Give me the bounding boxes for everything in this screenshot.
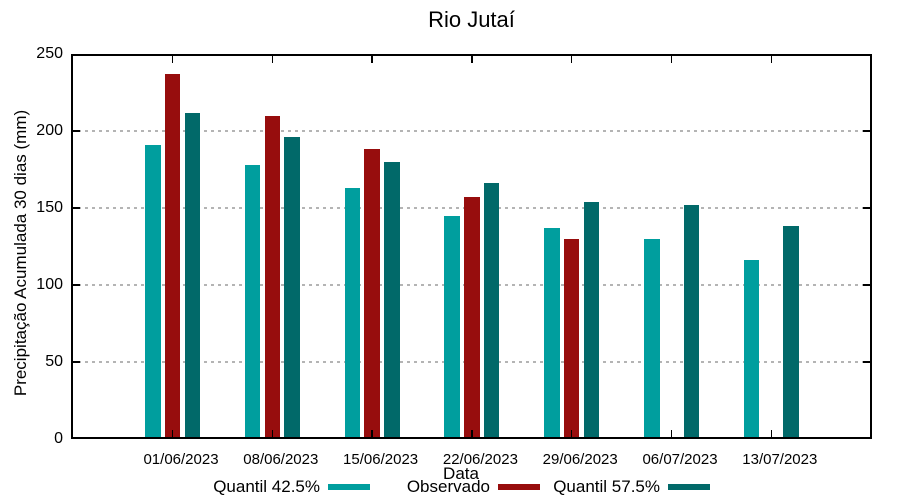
legend-label: Quantil 42.5% xyxy=(213,477,320,496)
y-tick-mark xyxy=(73,284,80,286)
bar-quantil-57.5- xyxy=(384,161,400,439)
y-tick-label: 250 xyxy=(36,45,63,62)
x-tick-mark xyxy=(770,56,773,63)
y-tick-label: 0 xyxy=(54,430,63,447)
x-tick-mark xyxy=(171,56,174,63)
x-tick-label: 29/06/2023 xyxy=(542,451,618,468)
bar-quantil-42.5- xyxy=(544,228,560,439)
bar-observado xyxy=(164,74,181,439)
bar-quantil-42.5- xyxy=(244,164,261,439)
legend-item: Quantil 42.5% xyxy=(213,477,370,496)
x-tick-label: 13/07/2023 xyxy=(742,451,818,468)
bar-quantil-57.5- xyxy=(683,204,699,439)
bar-quantil-57.5- xyxy=(783,226,799,439)
y-tick-mark xyxy=(73,130,80,132)
bar-observado xyxy=(264,115,281,439)
x-tick-label: 22/06/2023 xyxy=(442,451,518,468)
x-axis-title: Data xyxy=(443,464,479,483)
bar-quantil-57.5- xyxy=(184,112,200,439)
bar-observado xyxy=(464,197,480,439)
y-tick-mark xyxy=(73,361,80,363)
bar-quantil-57.5- xyxy=(483,183,500,439)
bar-quantil-42.5- xyxy=(444,215,460,439)
bar-quantil-42.5- xyxy=(644,238,660,439)
y-tick-mark xyxy=(863,207,870,209)
x-tick-mark xyxy=(271,56,274,63)
y-tick-label: 50 xyxy=(45,353,63,370)
y-tick-mark xyxy=(73,207,80,209)
bar-quantil-42.5- xyxy=(145,144,161,439)
legend-item: Quantil 57.5% xyxy=(553,477,710,496)
plot-area xyxy=(71,54,872,439)
legend-label: Observado xyxy=(406,477,490,496)
x-tick-label: 08/06/2023 xyxy=(243,451,319,468)
x-tick-mark xyxy=(670,430,673,437)
gridline xyxy=(71,130,872,132)
y-tick-mark xyxy=(863,361,870,363)
bar-observado xyxy=(563,238,580,439)
x-tick-mark xyxy=(271,430,274,437)
chart-title: Rio Jutaí xyxy=(428,7,515,32)
x-tick-mark xyxy=(371,56,373,63)
x-tick-label: 06/07/2023 xyxy=(642,451,718,468)
y-tick-mark xyxy=(863,284,870,286)
x-tick-mark xyxy=(570,56,573,63)
legend-swatch xyxy=(328,484,370,490)
x-tick-mark xyxy=(670,56,673,63)
x-tick-mark xyxy=(471,430,473,437)
bar-observado xyxy=(364,149,380,439)
y-tick-mark xyxy=(863,130,870,132)
bar-quantil-57.5- xyxy=(583,201,600,439)
bar-quantil-42.5- xyxy=(344,187,361,439)
legend-swatch xyxy=(498,484,540,490)
x-tick-label: 15/06/2023 xyxy=(343,451,419,468)
x-tick-mark xyxy=(171,430,174,437)
x-tick-label: 01/06/2023 xyxy=(143,451,219,468)
y-tick-label: 100 xyxy=(36,276,63,293)
x-tick-mark xyxy=(570,430,573,437)
legend-item: Observado xyxy=(406,477,540,496)
x-tick-mark xyxy=(371,430,373,437)
bar-quantil-57.5- xyxy=(284,137,300,439)
y-tick-label: 150 xyxy=(36,199,63,216)
legend-swatch xyxy=(668,484,710,490)
x-tick-mark xyxy=(770,430,773,437)
x-tick-mark xyxy=(471,56,473,63)
legend-label: Quantil 57.5% xyxy=(553,477,660,496)
bar-quantil-42.5- xyxy=(743,260,760,439)
y-tick-label: 200 xyxy=(36,122,63,139)
